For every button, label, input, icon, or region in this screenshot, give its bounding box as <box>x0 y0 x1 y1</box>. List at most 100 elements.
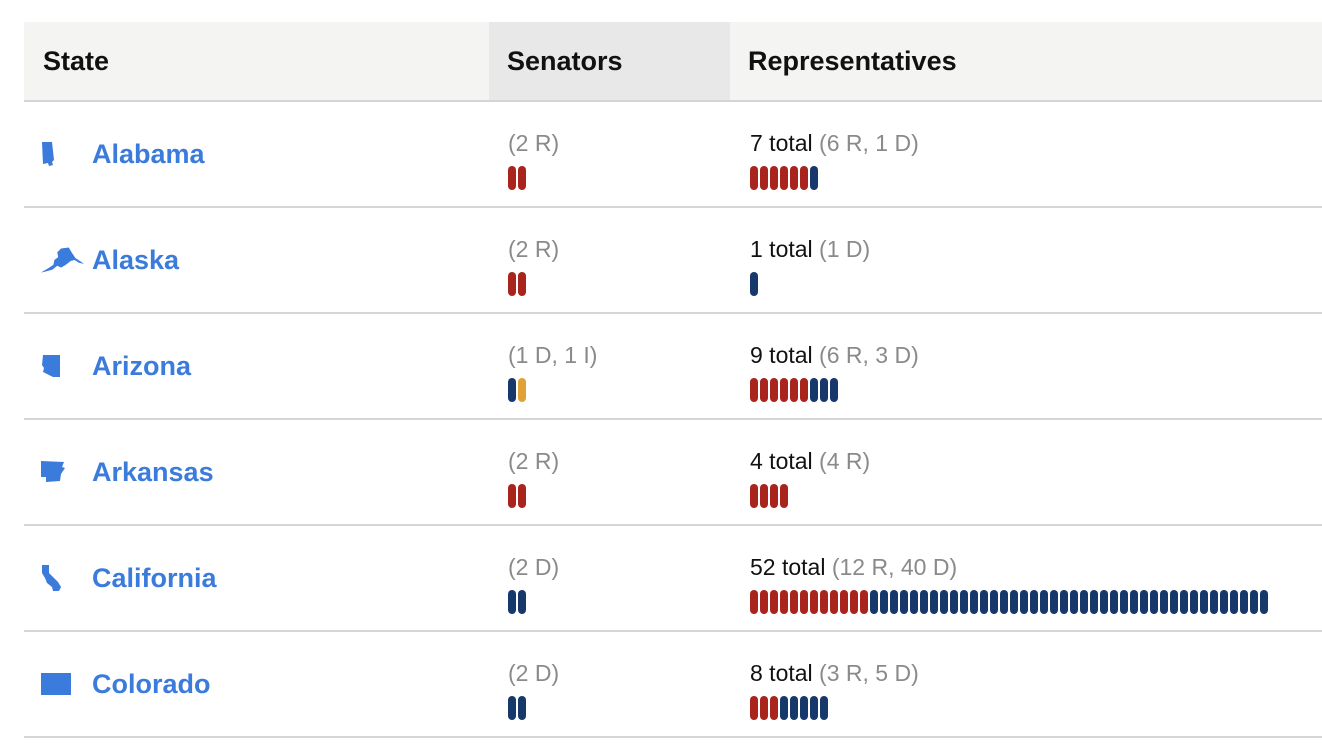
seat-democrat <box>790 696 798 720</box>
seat-democrat <box>1050 590 1058 614</box>
seat-democrat <box>1060 590 1068 614</box>
table-row: Alabama (2 R) 7 total (6 R, 1 D) <box>24 102 1322 208</box>
representatives-total: 4 total <box>750 448 813 474</box>
state-cell: Arizona <box>24 314 489 418</box>
seat-republican <box>750 484 758 508</box>
representatives-cell: 52 total (12 R, 40 D) <box>730 526 1322 630</box>
seat-democrat <box>1010 590 1018 614</box>
senators-breakdown: (1 D, 1 I) <box>508 342 598 368</box>
seat-republican <box>780 166 788 190</box>
representatives-total: 1 total <box>750 236 813 262</box>
representatives-cell: 4 total (4 R) <box>730 420 1322 524</box>
seat-republican <box>770 166 778 190</box>
seat-republican <box>760 484 768 508</box>
seat-democrat <box>780 696 788 720</box>
representatives-cell: 9 total (6 R, 3 D) <box>730 314 1322 418</box>
seat-republican <box>518 166 526 190</box>
seat-democrat <box>830 378 838 402</box>
seat-republican <box>750 696 758 720</box>
senators-bar <box>508 484 730 508</box>
seat-republican <box>760 590 768 614</box>
seat-democrat <box>880 590 888 614</box>
seat-democrat <box>508 590 516 614</box>
seat-democrat <box>518 696 526 720</box>
seat-democrat <box>990 590 998 614</box>
seat-republican <box>770 590 778 614</box>
seat-democrat <box>980 590 988 614</box>
header-state[interactable]: State <box>43 45 110 76</box>
table-row: Colorado (2 D) 8 total (3 R, 5 D) <box>24 632 1322 738</box>
seat-democrat <box>810 166 818 190</box>
representatives-breakdown: (4 R) <box>819 448 871 474</box>
seat-democrat <box>950 590 958 614</box>
seat-democrat <box>1070 590 1078 614</box>
representatives-bar <box>750 378 1322 402</box>
representatives-total: 9 total <box>750 342 813 368</box>
seat-democrat <box>1110 590 1118 614</box>
senators-cell: (2 R) <box>489 102 730 206</box>
seat-republican <box>750 166 758 190</box>
header-representatives[interactable]: Representatives <box>748 45 957 76</box>
seat-democrat <box>820 378 828 402</box>
seat-republican <box>860 590 868 614</box>
representatives-breakdown: (1 D) <box>819 236 871 262</box>
state-cell: California <box>24 526 489 630</box>
senators-cell: (1 D, 1 I) <box>489 314 730 418</box>
seat-democrat <box>1200 590 1208 614</box>
state-link[interactable]: Arizona <box>92 350 192 381</box>
seat-democrat <box>810 696 818 720</box>
seat-democrat <box>1090 590 1098 614</box>
representatives-bar <box>750 272 1322 296</box>
representatives-bar <box>750 696 1322 720</box>
state-cell: Alabama <box>24 102 489 206</box>
seat-democrat <box>1210 590 1218 614</box>
seat-democrat <box>1120 590 1128 614</box>
seat-republican <box>840 590 848 614</box>
congress-table: State Senators Representatives Alabama (… <box>24 22 1322 738</box>
seat-democrat <box>1130 590 1138 614</box>
seat-republican <box>770 378 778 402</box>
seat-republican <box>518 484 526 508</box>
seat-democrat <box>1190 590 1198 614</box>
seat-democrat <box>1020 590 1028 614</box>
senators-bar <box>508 378 730 402</box>
seat-democrat <box>1160 590 1168 614</box>
representatives-breakdown: (3 R, 5 D) <box>819 660 919 686</box>
seat-democrat <box>940 590 948 614</box>
table-body: Alabama (2 R) 7 total (6 R, 1 D) Alaska … <box>24 102 1322 738</box>
seat-democrat <box>960 590 968 614</box>
representatives-bar <box>750 484 1322 508</box>
representatives-cell: 8 total (3 R, 5 D) <box>730 632 1322 736</box>
seat-republican <box>760 696 768 720</box>
state-link[interactable]: Alabama <box>92 138 205 169</box>
senators-breakdown: (2 R) <box>508 130 560 156</box>
seat-republican <box>508 166 516 190</box>
seat-republican <box>800 378 808 402</box>
representatives-breakdown: (12 R, 40 D) <box>831 554 958 580</box>
senators-bar <box>508 272 730 296</box>
state-link[interactable]: Colorado <box>92 668 211 699</box>
seat-republican <box>790 166 798 190</box>
seat-democrat <box>1030 590 1038 614</box>
state-cell: Alaska <box>24 208 489 312</box>
seat-democrat <box>1170 590 1178 614</box>
seat-democrat <box>1150 590 1158 614</box>
seat-democrat <box>1230 590 1238 614</box>
seat-republican <box>780 378 788 402</box>
seat-democrat <box>1240 590 1248 614</box>
seat-democrat <box>518 590 526 614</box>
alabama-icon <box>40 139 86 169</box>
senators-bar <box>508 166 730 190</box>
state-link[interactable]: Arkansas <box>92 456 214 487</box>
state-link[interactable]: Alaska <box>92 244 180 275</box>
state-link[interactable]: California <box>92 562 217 593</box>
alaska-icon <box>40 245 86 275</box>
arizona-icon <box>40 351 86 381</box>
seat-democrat <box>508 696 516 720</box>
senators-breakdown: (2 R) <box>508 236 560 262</box>
seat-democrat <box>1220 590 1228 614</box>
seat-democrat <box>810 378 818 402</box>
seat-republican <box>760 166 768 190</box>
state-cell: Colorado <box>24 632 489 736</box>
header-senators[interactable]: Senators <box>489 22 730 100</box>
